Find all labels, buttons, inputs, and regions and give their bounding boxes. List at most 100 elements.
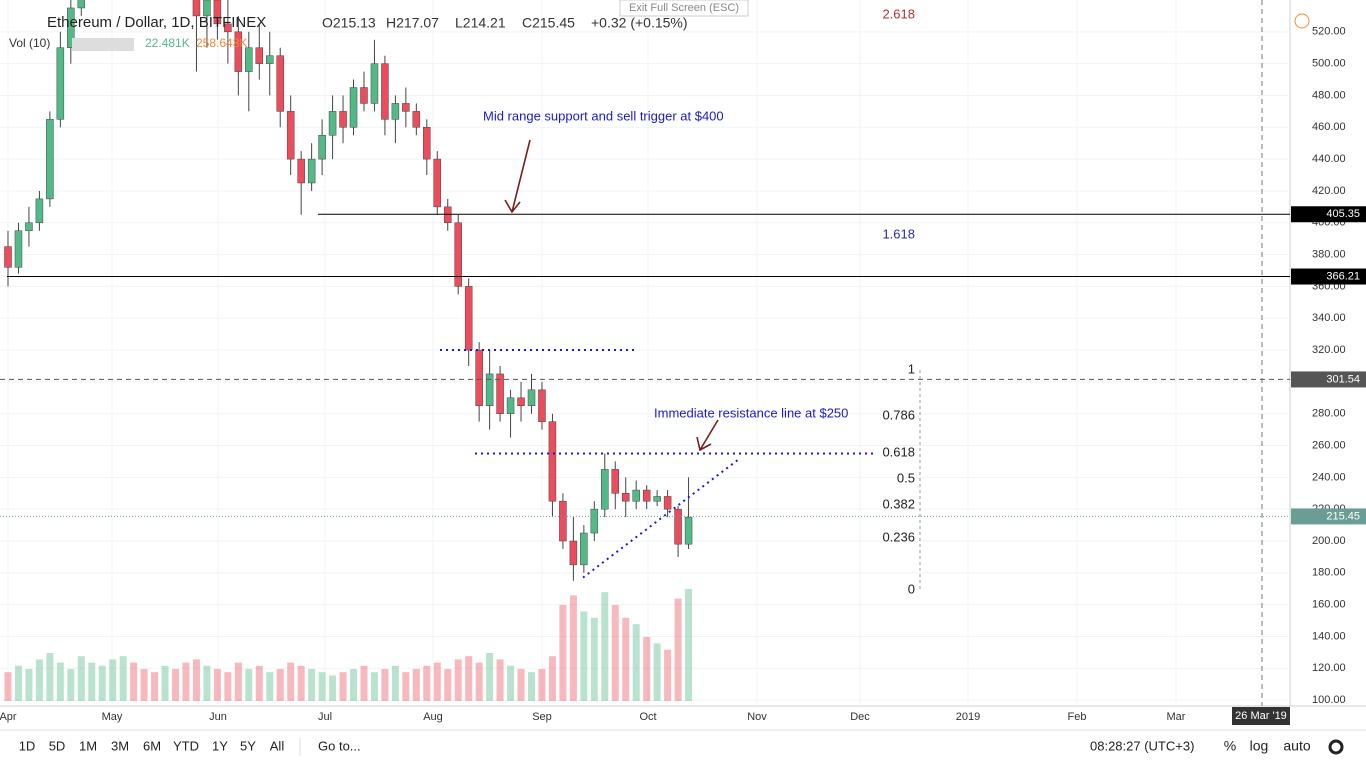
volume-bar: [601, 592, 609, 701]
candle-body: [559, 500, 567, 542]
price-label: 366.21: [1326, 270, 1360, 282]
volume-bar: [266, 672, 274, 701]
volume-bar: [580, 611, 588, 701]
volume-bar: [444, 669, 452, 701]
price-label-box: [1291, 206, 1366, 223]
x-tick-label: May: [102, 711, 123, 723]
y-tick-label: 280.00: [1312, 408, 1346, 420]
volume-bar: [46, 653, 54, 701]
scale-button[interactable]: %: [1224, 738, 1236, 754]
candle-body: [464, 286, 473, 351]
candle-body: [642, 489, 651, 502]
volume-bar: [622, 617, 630, 701]
volume-bar: [119, 656, 127, 701]
candle-body: [25, 222, 33, 231]
volume-bar: [632, 624, 640, 701]
volume-bar: [130, 662, 138, 701]
volume-bar: [590, 617, 598, 701]
candle-body: [67, 7, 75, 48]
volume-bar: [674, 598, 682, 701]
ohlc: C215.45: [522, 15, 575, 31]
candle-body: [266, 55, 274, 64]
clock: 08:28:27 (UTC+3): [1090, 738, 1194, 753]
toolbar: 1D 5D 1M 3M 6M YTD 1Y 5Y All Go to... 08:28:27 (UT…: [19, 738, 1344, 756]
exit-fullscreen[interactable]: Exit Full Screen (ESC): [629, 2, 739, 14]
range-button[interactable]: 3M: [111, 738, 129, 753]
fib-label: 0.236: [882, 529, 915, 544]
volume-bar: [276, 669, 284, 701]
candle-body: [590, 508, 599, 534]
range-button[interactable]: 5D: [49, 738, 66, 753]
candle-body: [276, 55, 284, 112]
candle-body: [402, 103, 410, 112]
volume-bar: [685, 589, 693, 701]
alert-icon[interactable]: [1294, 13, 1310, 29]
volume-bar: [109, 659, 117, 701]
range-button[interactable]: 1M: [79, 738, 97, 753]
candle-body: [632, 489, 640, 502]
y-tick-label: 240.00: [1312, 471, 1346, 483]
settings-icon[interactable]: [1328, 739, 1344, 755]
volume-bar: [25, 669, 33, 701]
price-label-box: [1291, 268, 1366, 285]
y-tick-label: 500.00: [1312, 58, 1346, 70]
candle-body: [4, 246, 12, 268]
candle-body: [213, 0, 222, 25]
volume-bar: [14, 665, 22, 701]
candles: [4, 0, 693, 581]
volume-bar: [402, 672, 410, 701]
volume-bar: [643, 637, 651, 701]
candle-body: [35, 198, 44, 224]
y-tick-label: 380.00: [1312, 248, 1346, 260]
x-tick-label: Dec: [850, 711, 870, 723]
volume-bar: [287, 662, 295, 701]
volume-title: Vol (10): [9, 36, 50, 50]
candle-body: [548, 421, 557, 502]
volume-bar: [234, 662, 242, 701]
volume-pane: [4, 589, 693, 701]
range-button[interactable]: 1Y: [212, 738, 228, 753]
candle-body: [203, 0, 211, 17]
price-label-box: [1291, 508, 1366, 525]
candle-body: [580, 532, 588, 566]
fib-label: 0: [908, 581, 915, 596]
candle-body: [527, 389, 536, 406]
range-button[interactable]: 5Y: [240, 738, 256, 753]
range-button[interactable]: YTD: [173, 738, 199, 753]
volume-bar: [507, 665, 515, 701]
candle-body: [234, 31, 243, 72]
volume-bar: [4, 672, 12, 701]
scale-button[interactable]: auto: [1283, 738, 1310, 754]
candle-body: [506, 397, 515, 414]
exit-button[interactable]: [619, 0, 749, 17]
candle-body: [433, 158, 442, 208]
volume-bar: [255, 665, 263, 701]
annotation: Immediate resistance line at $250: [654, 405, 848, 420]
scale-button[interactable]: log: [1250, 738, 1269, 754]
volume-readout: 22.481K: [145, 36, 190, 50]
goto-button[interactable]: Go to...: [318, 738, 361, 753]
ohlc: O215.13: [322, 15, 376, 31]
range-button[interactable]: 1D: [19, 738, 36, 753]
candle-body: [653, 496, 661, 502]
volume-bar: [391, 665, 399, 701]
change: +0.32 (+0.15%): [591, 15, 688, 31]
fib-label: 0.5: [897, 470, 915, 485]
range-button[interactable]: All: [270, 738, 285, 753]
volume-bar: [433, 662, 441, 701]
candle-body: [370, 63, 379, 104]
y-tick-label: 320.00: [1312, 344, 1346, 356]
price-label: 215.45: [1326, 510, 1360, 522]
arrow: [696, 419, 719, 452]
volume-bar: [423, 665, 431, 701]
y-tick-label: 180.00: [1312, 567, 1346, 579]
fib-label: 2.618: [882, 6, 915, 21]
x-tick-label: Jun: [209, 711, 227, 723]
y-tick-label: 460.00: [1312, 121, 1346, 133]
legend-icons[interactable]: [72, 38, 134, 51]
range-button[interactable]: 6M: [143, 738, 161, 753]
candle-body: [601, 469, 609, 510]
volume-bar: [548, 656, 556, 701]
x-tick-label: Apr: [0, 711, 17, 723]
